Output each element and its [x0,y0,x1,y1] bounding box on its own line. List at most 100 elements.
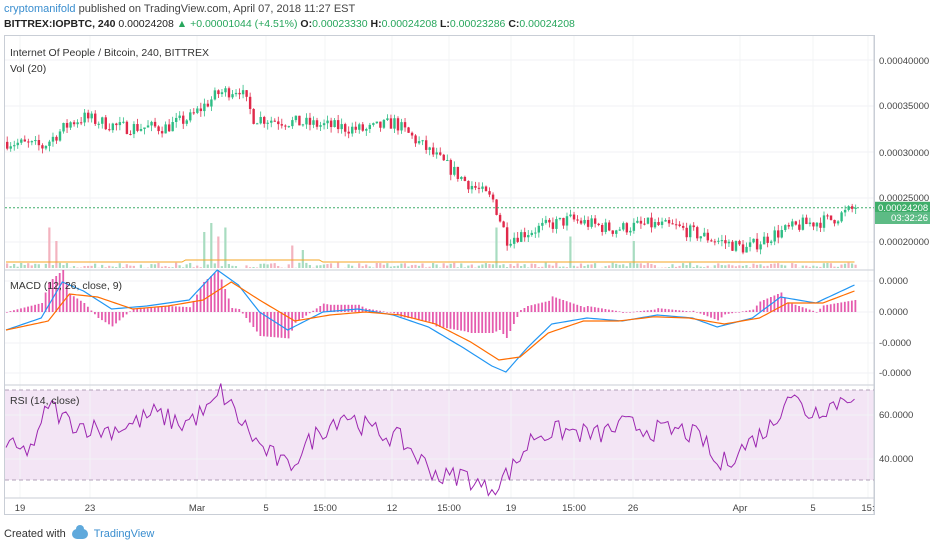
current-price: 0.00024208 [118,18,174,30]
candle-body [593,218,597,224]
volume-bar [442,263,445,268]
macd-hist-bar [685,311,688,312]
macd-hist-bar [386,312,389,313]
volume-bar [699,266,702,268]
volume-bar [51,265,54,268]
macd-hist-bar [495,312,498,332]
price-tick: 0.00020000 [879,237,929,248]
candle-body [798,224,801,230]
volume-bar [509,264,512,268]
macd-hist-bar [576,304,579,312]
candle-body [847,206,850,210]
volume-bar [579,263,583,268]
macd-hist-bar [791,303,793,312]
high-label: H: [370,18,382,30]
macd-hist-bar [847,301,850,312]
candle-body [541,222,544,226]
candle-body [562,217,565,226]
candle-body [129,133,132,135]
macd-hist-bar [146,308,149,312]
macd-hist-bar [210,276,212,312]
macd-hist-bar [428,312,431,322]
macd-hist-bar [263,312,265,337]
volume-bar [115,266,118,268]
volume-bar [234,266,238,268]
candle-body [185,120,188,124]
volume-bar [650,264,653,268]
volume-bar [826,262,829,268]
time-axis-label: 5 [810,503,815,514]
volume-bar [55,241,58,268]
time-axis-label: 15: [861,503,874,514]
macd-hist-bar [329,304,332,312]
candle-body [706,232,710,241]
published-text: published on TradingView.com, April 07, … [78,3,356,15]
price-axis-labels: 0.00040000 0.00035000 0.00030000 0.00025… [879,56,929,248]
candle-body [48,141,51,146]
macd-hist-bar [706,312,709,317]
author-link[interactable]: cryptomanifold [4,3,76,15]
candle-body [555,219,558,229]
macd-hist-bar [643,310,646,312]
candle-body [611,230,614,234]
candle-body [618,229,621,231]
close-label: C: [508,18,520,30]
macd-hist-bar [203,282,205,312]
volume-bar [625,266,628,268]
volume-bar [840,264,843,268]
time-axis-label: Apr [733,503,748,514]
volume-bar [351,265,354,268]
time-axis-label: 5 [263,503,268,514]
volume-bar [196,265,199,268]
volume-bar [685,265,688,268]
macd-hist-bar [734,312,737,313]
close-value: 0.00024208 [519,18,575,30]
candle-body [625,223,629,233]
tradingview-brand-link[interactable]: TradingView [93,528,155,540]
macd-hist-bar [6,312,8,313]
rsi-pane-title: RSI (14, close) [10,395,79,407]
candle-body [678,224,681,226]
volume-bar [664,267,667,268]
volume-bar [101,264,104,268]
macd-hist-bar [403,312,406,318]
candle-body [210,99,213,107]
macd-hist-bar [16,309,19,312]
macd-hist-bar [160,306,163,312]
macd-hist-bar [541,302,543,312]
macd-hist-bar [136,308,139,312]
volume-bar [847,262,850,268]
price-tick: 0.00040000 [879,56,929,67]
candle-body [421,140,424,142]
candle-body [643,223,646,225]
candle-body [495,199,498,215]
volume-bar [541,266,544,268]
price-tick: 0.00025000 [879,193,929,204]
time-axis-labels: 19 23 Mar 5 15:00 12 15:00 19 15:00 26 Apr 5 15: [15,503,875,514]
macd-hist-bar [836,303,839,312]
volume-bar [273,263,276,268]
macd-hist-bar [291,312,293,331]
candle-body [819,222,822,228]
macd-hist-bar [470,312,473,333]
volume-bar [407,266,410,268]
volume-bar [86,265,90,268]
candle-body [101,117,104,124]
volume-bar [65,263,69,268]
candle-body [650,217,653,228]
candle-body [143,127,146,130]
candle-body [843,209,847,213]
macd-hist-bar [611,310,614,312]
macd-hist-bar [650,309,653,312]
macd-hist-bar [689,311,691,312]
volume-bar [615,263,618,268]
rsi-band [5,390,874,480]
candle-body [836,221,840,224]
volume-bar [762,266,766,268]
volume-bar [6,263,9,268]
volume-bar [379,263,382,268]
chart-canvas[interactable]: Internet Of People / Bitcoin, 240, BITTR… [0,0,932,520]
macd-hist-bar [315,308,318,312]
macd-hist-bar [41,303,44,312]
macd-hist-bar [333,304,336,312]
